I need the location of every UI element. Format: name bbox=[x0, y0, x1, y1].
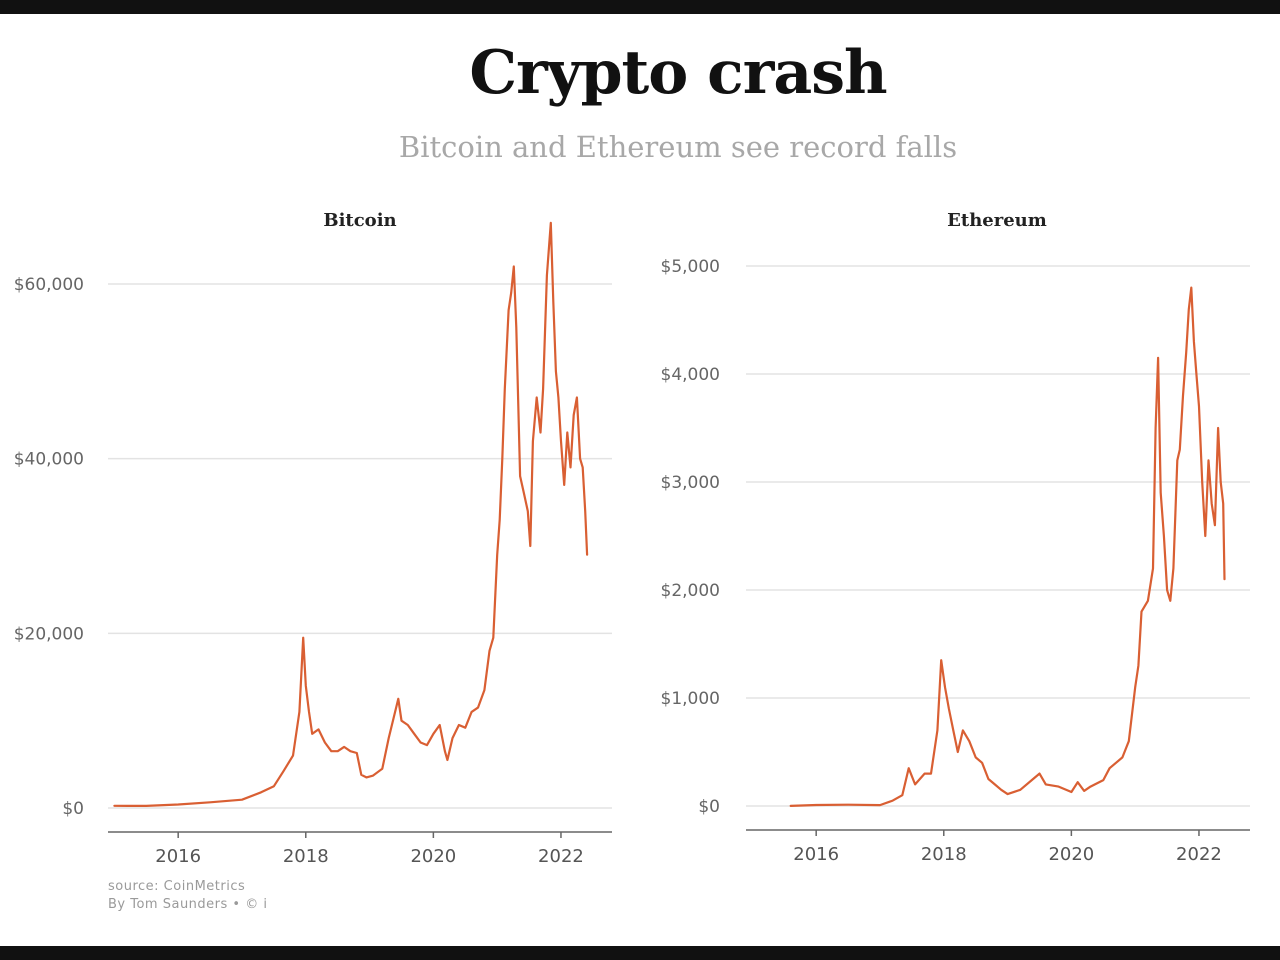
series-line-bitcoin bbox=[113, 221, 589, 807]
x-tick-label: 2020 bbox=[410, 846, 456, 867]
y-tick-label: $4,000 bbox=[661, 365, 720, 385]
chart-title: Ethereum bbox=[947, 210, 1047, 231]
series-line-ethereum bbox=[789, 286, 1226, 807]
bitcoin-chart: Bitcoin $0 $20,000 $40,000 $60,000 2016 2018 20… bbox=[14, 210, 612, 867]
x-tick-label: 2016 bbox=[793, 844, 839, 865]
y-tick-label: $2,000 bbox=[661, 581, 720, 601]
bottom-border bbox=[0, 946, 1280, 960]
figure-title: Crypto crash bbox=[469, 38, 887, 108]
top-border bbox=[0, 0, 1280, 14]
x-tick-label: 2022 bbox=[538, 846, 584, 867]
y-tick-label: $3,000 bbox=[661, 473, 720, 493]
x-tick-label: 2018 bbox=[283, 846, 329, 867]
y-tick-label: $60,000 bbox=[14, 275, 84, 295]
y-tick-label: $20,000 bbox=[14, 624, 84, 644]
x-tick-label: 2016 bbox=[155, 846, 201, 867]
x-tick-label: 2018 bbox=[921, 844, 967, 865]
x-tick-label: 2022 bbox=[1176, 844, 1222, 865]
y-tick-label: $1,000 bbox=[661, 689, 720, 709]
ethereum-chart: Ethereum $0 $1,000 $2,000 $3,000 $4,000 $5,000… bbox=[661, 210, 1250, 865]
y-tick-label: $5,000 bbox=[661, 257, 720, 277]
y-tick-label: $0 bbox=[698, 797, 720, 817]
figure-subtitle: Bitcoin and Ethereum see record falls bbox=[398, 130, 958, 164]
byline-credit: By Tom Saunders • © i bbox=[108, 897, 268, 912]
source-credit: source: CoinMetrics bbox=[108, 879, 246, 894]
x-tick-label: 2020 bbox=[1048, 844, 1094, 865]
y-tick-label: $0 bbox=[62, 799, 84, 819]
chart-title: Bitcoin bbox=[323, 210, 396, 231]
y-tick-label: $40,000 bbox=[14, 450, 84, 470]
